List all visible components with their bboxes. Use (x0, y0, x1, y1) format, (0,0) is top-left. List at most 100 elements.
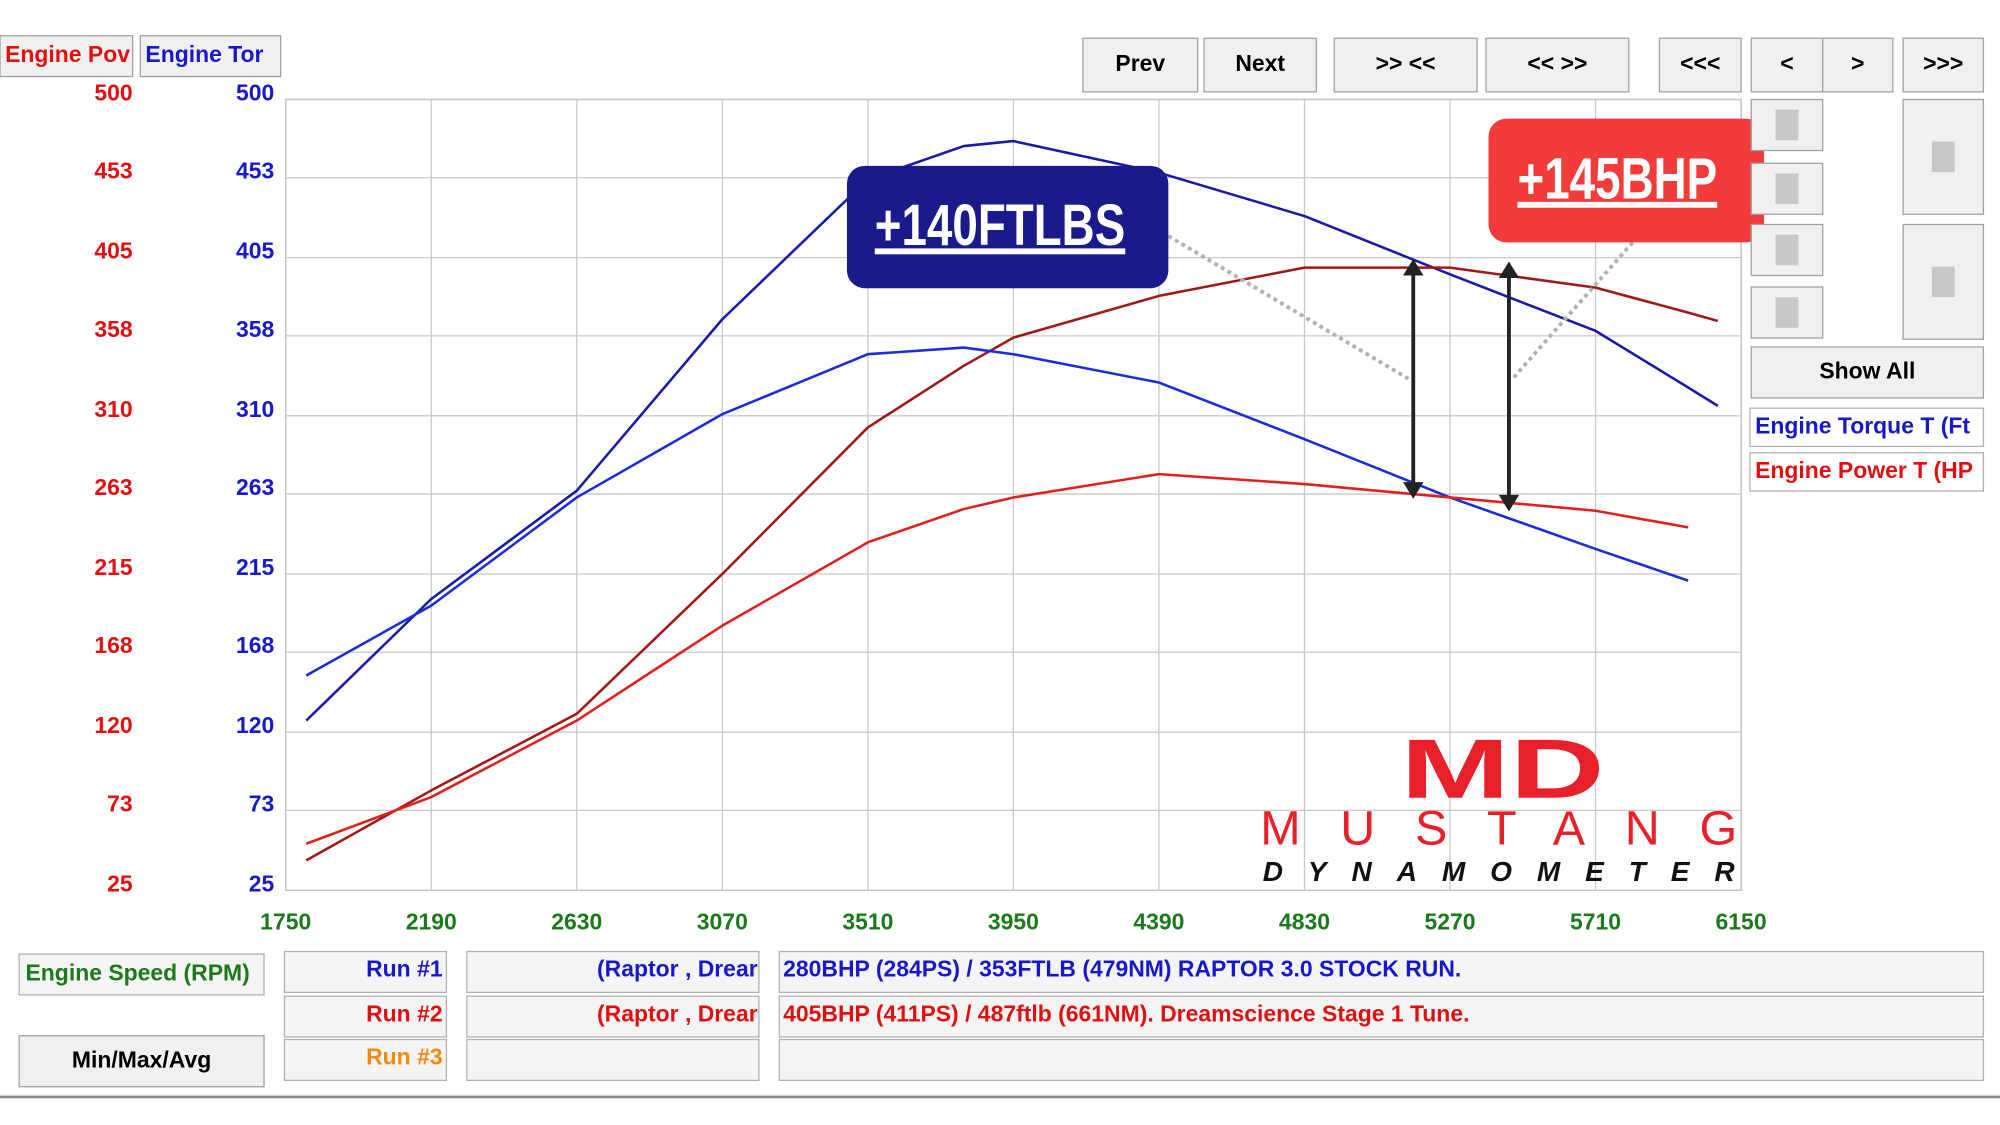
min-max-avg-button[interactable] (18, 1035, 265, 1088)
run-label: Run #3 (366, 1044, 442, 1070)
run-desc-box (778, 1038, 1985, 1081)
run-label: Run #1 (366, 956, 443, 982)
series-line (305, 266, 1719, 862)
y2-tick-label: 215 (236, 554, 275, 580)
run-desc-box (778, 995, 1985, 1038)
y-tick-label: 500 (94, 79, 132, 105)
annotation-text: +140FTLBS (875, 193, 1125, 259)
x-tick-label: 3510 (842, 909, 893, 935)
y2-tick-label: 358 (236, 316, 275, 342)
y2-tick-label: 168 (236, 632, 275, 658)
x-tick-label: 6150 (1716, 909, 1767, 935)
run-label-box (283, 950, 448, 993)
scroll-glyph (1931, 141, 1955, 173)
run-label-box (283, 995, 448, 1038)
x-tick-label: 3070 (697, 909, 748, 935)
ui: +140FTLBS+145BHPMDMUSTANGDYNAMOMETEREngi… (0, 35, 2000, 1099)
run-description: 280BHP (284PS) / 353FTLB (479NM) RAPTOR … (783, 956, 1461, 982)
x-tick-label: 4830 (1279, 909, 1330, 935)
x-tick-label: 5710 (1570, 909, 1621, 935)
x-tick-label: 1750 (260, 909, 311, 935)
show-all-label: Show All (1819, 358, 1915, 384)
tab-label: Engine Tor (145, 41, 263, 67)
scroll-glyph (1775, 173, 1799, 205)
y-tick-label: 25 (107, 870, 133, 896)
button[interactable] (1333, 37, 1478, 93)
y-tick-label: 453 (94, 158, 132, 184)
button-label: < (1780, 50, 1793, 76)
button-label: Next (1235, 50, 1285, 76)
run-label-box (283, 1038, 448, 1081)
x-tick-label: 5270 (1424, 909, 1475, 935)
button-label: > (1851, 50, 1864, 76)
tab-label: Engine Pov (5, 41, 130, 67)
y2-tick-label: 263 (236, 474, 274, 500)
run-label: Run #2 (366, 1000, 442, 1026)
y-tick-label: 405 (94, 238, 133, 264)
button[interactable] (1203, 37, 1317, 93)
show-all-button[interactable] (1750, 346, 1985, 399)
button-label: << >> (1527, 50, 1587, 76)
grid: 1750 2190 2630 3070 3510 3950 4390 4830 5270 5710… (94, 79, 1766, 934)
decoration (1167, 234, 1635, 512)
y-tick-label: 120 (94, 712, 132, 738)
legend-label: Engine Torque T (Ft (1755, 412, 1970, 438)
tab[interactable] (139, 35, 282, 78)
y2-tick-label: 453 (236, 158, 274, 184)
run-car-box (466, 995, 760, 1038)
x-tick-label: 3950 (988, 909, 1039, 935)
y2-tick-label: 500 (236, 79, 274, 105)
legend-box (1749, 407, 1985, 448)
series-line (305, 139, 1719, 722)
run-car: (Raptor , Drear (597, 1000, 758, 1026)
y-tick-label: 73 (107, 790, 133, 816)
y2-tick-label: 25 (249, 870, 275, 896)
y2-tick-label: 120 (236, 712, 274, 738)
legend-box (1749, 452, 1985, 492)
scroll-glyph (1931, 266, 1955, 298)
y2-tick-label: 73 (249, 790, 275, 816)
scroll-glyph (1775, 234, 1799, 266)
min-max-avg-label: Min/Max/Avg (72, 1046, 211, 1072)
logo-name: MUSTANG (1260, 801, 1737, 855)
y2-tick-label: 405 (236, 238, 275, 264)
y-tick-label: 168 (94, 632, 133, 658)
y-tick-label: 263 (94, 474, 132, 500)
y-tick-label: 310 (94, 396, 132, 422)
legend-label: Engine Power T (HP (1755, 457, 1973, 483)
scroll-glyph (1775, 297, 1799, 328)
x-axis-label: Engine Speed (RPM) (26, 960, 250, 986)
tab[interactable] (0, 35, 134, 78)
button[interactable] (1658, 37, 1742, 93)
button[interactable] (1902, 37, 1985, 93)
run-car: (Raptor , Drear (597, 956, 758, 982)
button[interactable] (1822, 37, 1894, 93)
x-tick-label: 4390 (1133, 909, 1184, 935)
scroll-glyph (1775, 109, 1799, 141)
x-tick-label: 2630 (551, 909, 602, 935)
y-tick-label: 358 (94, 316, 133, 342)
button[interactable] (1082, 37, 1199, 93)
series-line (305, 346, 1689, 677)
y2-tick-label: 310 (236, 396, 274, 422)
button-label: >>> (1923, 50, 1963, 76)
annotation-box (1488, 118, 1765, 243)
run-description: 405BHP (411PS) / 487ftlb (661NM). Dreams… (783, 1000, 1469, 1026)
y-tick-label: 215 (94, 554, 133, 580)
run-car-box (466, 1038, 760, 1081)
logo-mark: MD (1401, 722, 1605, 816)
annotation-box (846, 165, 1169, 289)
button-label: >> << (1376, 50, 1436, 76)
x-tick-label: 2190 (406, 909, 457, 935)
lines (305, 139, 1719, 862)
button[interactable] (1750, 37, 1824, 93)
button-label: Prev (1115, 50, 1165, 76)
button-label: <<< (1680, 50, 1720, 76)
button[interactable] (1485, 37, 1630, 93)
run-car-box (466, 950, 760, 993)
run-desc-box (778, 950, 1985, 993)
series-line (305, 472, 1689, 845)
annotation-text: +145BHP (1518, 146, 1718, 212)
x-label-box (18, 953, 265, 996)
